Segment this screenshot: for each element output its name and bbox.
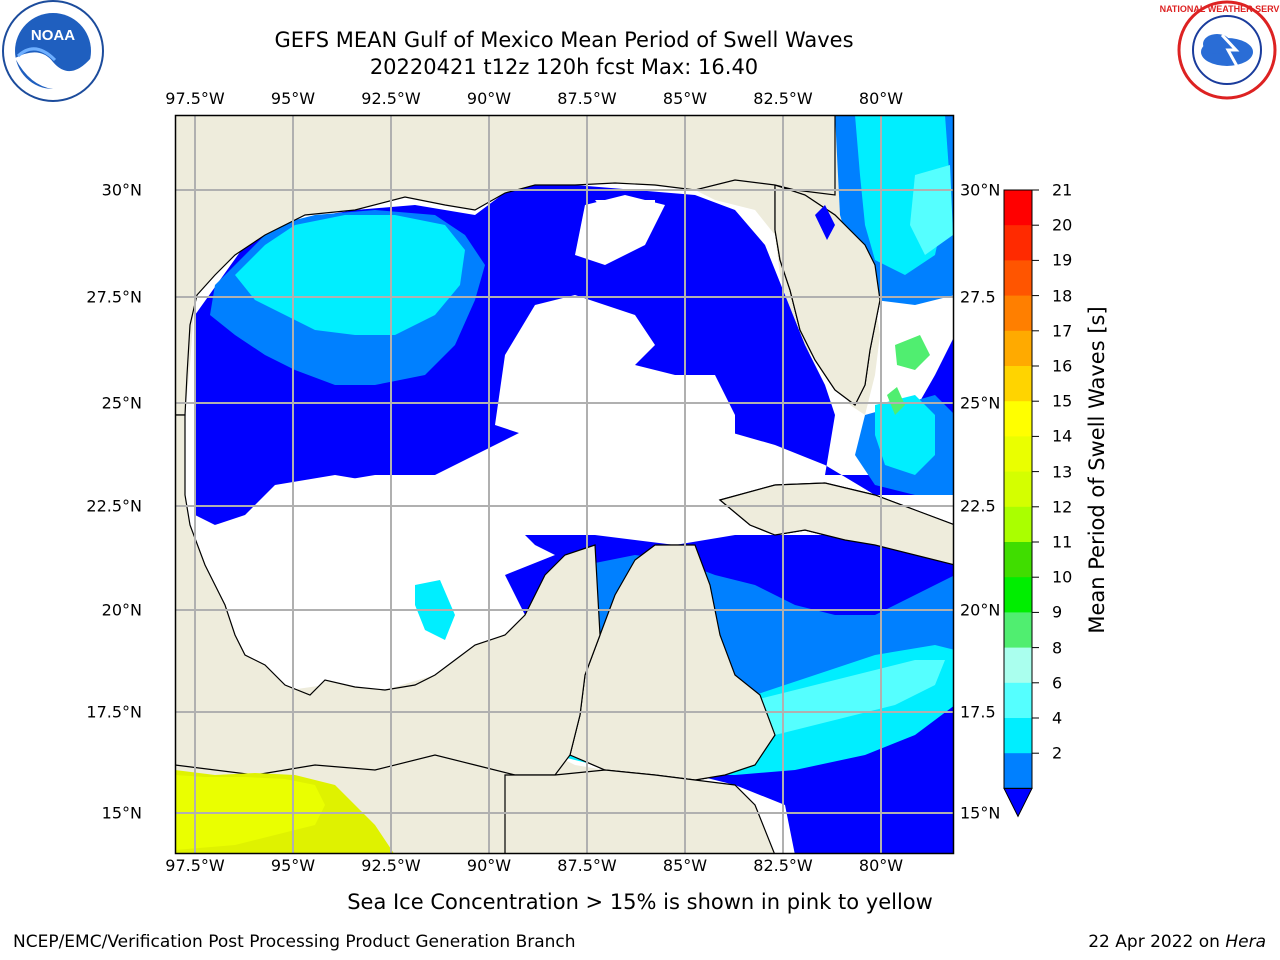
colorbar-band [1004, 260, 1032, 297]
lon-label-top: 82.5°W [753, 89, 813, 108]
lon-label-top: 97.5°W [165, 89, 225, 108]
colorbar-frame [1003, 189, 1033, 789]
sea-ice-note: Sea Ice Concentration > 15% is shown in … [347, 890, 933, 914]
colorbar-tick-label: 15 [1052, 391, 1073, 411]
lon-label-bottom: 85°W [662, 856, 708, 875]
lat-label-left: 25°N [101, 393, 142, 413]
lat-label-left: 27.5°N [86, 287, 142, 307]
colorbar-tick-label: 12 [1052, 497, 1073, 517]
lat-label-left: 20°N [101, 600, 142, 620]
lon-label-top: 87.5°W [557, 89, 617, 108]
lon-label-bottom: 97.5°W [165, 856, 225, 875]
colorbar-band [1004, 718, 1032, 754]
colorbar-band [1004, 753, 1032, 789]
footer-date-text: 22 Apr 2022 on [1088, 932, 1226, 952]
colorbar-extend-arrow [1003, 787, 1033, 818]
colorbar-band [1004, 647, 1032, 684]
colorbar-band [1004, 225, 1032, 261]
lon-label-top: 90°W [466, 89, 512, 108]
lat-label-right: 17.5 [960, 702, 996, 722]
lat-label-right: 27.5 [960, 287, 996, 307]
lat-label-left: 15°N [101, 803, 142, 823]
colorbar-tick-label: 16 [1052, 356, 1073, 376]
colorbar-tick-label: 10 [1052, 567, 1073, 587]
chart-subtitle: 20220421 t12z 120h fcst Max: 16.40 [369, 55, 759, 79]
noaa-logo-text: NOAA [31, 27, 75, 44]
colorbar-tick-label: 8 [1052, 638, 1063, 658]
lon-label-bottom: 87.5°W [557, 856, 617, 875]
colorbar-band [1004, 401, 1032, 437]
colorbar [1003, 189, 1039, 818]
lat-label-left: 30°N [101, 180, 142, 200]
lon-label-bottom: 82.5°W [753, 856, 813, 875]
colorbar-band [1004, 542, 1032, 578]
lat-label-right: 20°N [960, 600, 1001, 620]
colorbar-tick-label: 13 [1052, 462, 1073, 482]
nws-logo: NATIONAL WEATHER SERVICE [1160, 0, 1280, 100]
nws-logo-text: NATIONAL WEATHER SERVICE [1160, 4, 1280, 14]
colorbar-band [1004, 577, 1032, 613]
colorbar-tick-label: 21 [1052, 180, 1073, 200]
lon-label-top: 80°W [858, 89, 904, 108]
colorbar-tick-label: 17 [1052, 321, 1073, 341]
lat-label-right: 15°N [960, 803, 1001, 823]
lat-label-left: 22.5°N [86, 496, 142, 516]
lat-label-right: 22.5 [960, 496, 996, 516]
map-frame [174, 114, 955, 855]
colorbar-tick-label: 18 [1052, 286, 1073, 306]
colorbar-tick-label: 2 [1052, 743, 1063, 763]
footer-host: Hera [1225, 932, 1266, 952]
noaa-logo: NOAA [2, 0, 104, 102]
colorbar-label: Mean Period of Swell Waves [s] [1085, 306, 1109, 634]
colorbar-band [1004, 612, 1032, 649]
lon-label-bottom: 80°W [858, 856, 904, 875]
footer-credit: NCEP/EMC/Verification Post Processing Pr… [13, 932, 576, 952]
map-panel [174, 114, 955, 855]
lon-label-bottom: 95°W [270, 856, 316, 875]
lat-label-right: 30°N [960, 180, 1001, 200]
colorbar-band [1004, 295, 1032, 332]
lat-label-left: 17.5°N [86, 702, 142, 722]
colorbar-tick-label: 9 [1052, 602, 1063, 622]
map-grid [175, 115, 954, 854]
colorbar-tick-label: 6 [1052, 673, 1063, 693]
colorbar-tick-label: 19 [1052, 250, 1073, 270]
chart-title: GEFS MEAN Gulf of Mexico Mean Period of … [274, 28, 854, 52]
lat-label-right: 25°N [960, 393, 1001, 413]
lon-label-bottom: 92.5°W [361, 856, 421, 875]
colorbar-tick-label: 4 [1052, 708, 1063, 728]
colorbar-band [1004, 436, 1032, 473]
lon-label-top: 95°W [270, 89, 316, 108]
colorbar-tick-label: 11 [1052, 532, 1073, 552]
colorbar-band [1004, 190, 1032, 226]
colorbar-tick-label: 20 [1052, 215, 1073, 235]
colorbar-tick-label: 14 [1052, 426, 1073, 446]
footer-date: 22 Apr 2022 on Hera [1088, 932, 1266, 952]
swell-band-9-10 [895, 335, 930, 370]
lon-label-top: 85°W [662, 89, 708, 108]
lon-label-bottom: 90°W [466, 856, 512, 875]
colorbar-band [1004, 506, 1032, 543]
colorbar-band [1004, 682, 1032, 719]
lon-label-top: 92.5°W [361, 89, 421, 108]
colorbar-band [1004, 471, 1032, 508]
colorbar-band [1004, 366, 1032, 402]
colorbar-band [1004, 330, 1032, 367]
